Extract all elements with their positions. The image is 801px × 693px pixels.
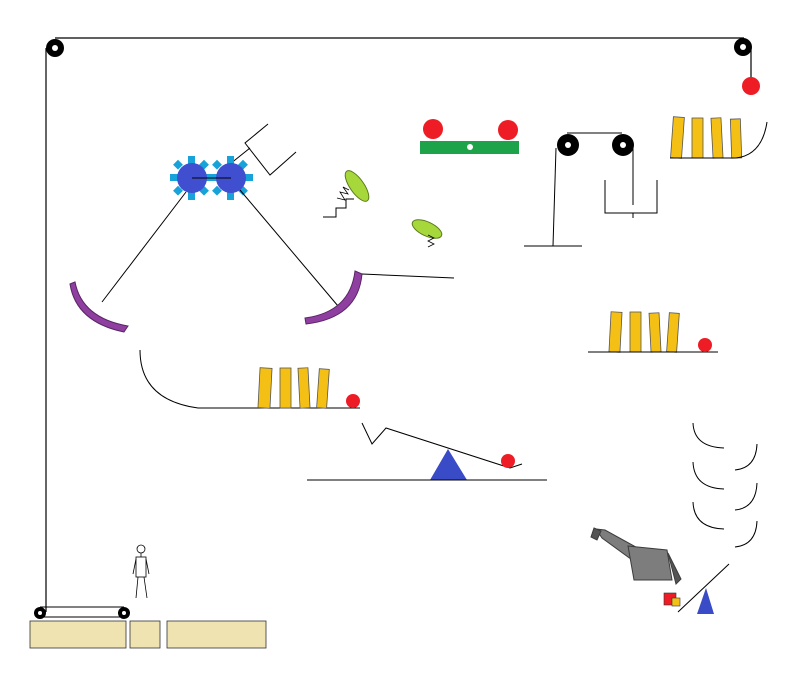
gear-belt (101, 177, 339, 307)
bumper-left[interactable] (69, 281, 129, 333)
ball-on-platform-right[interactable] (498, 120, 518, 140)
balloon-lower[interactable] (410, 216, 445, 248)
deflectors (692, 422, 758, 548)
balloon-upper[interactable] (336, 167, 373, 205)
pulley-pair-right[interactable] (612, 134, 634, 156)
cannon-ramp (677, 563, 730, 613)
ball-seesaw[interactable] (501, 454, 515, 468)
ball-on-platform-left[interactable] (423, 119, 443, 139)
domino-group-left[interactable] (257, 367, 330, 409)
ground-block-1 (29, 620, 127, 649)
pulley-pair[interactable] (524, 132, 658, 247)
cannon[interactable] (590, 527, 682, 585)
ball-hanging-top-right[interactable] (742, 77, 760, 95)
ground-block-2 (129, 620, 161, 649)
ground-block-3 (166, 620, 267, 649)
ball-shelf-middle-right[interactable] (698, 338, 712, 352)
bumper-right[interactable] (304, 270, 363, 325)
ramp-right-of-bumper (361, 273, 455, 279)
small-block[interactable] (663, 592, 681, 607)
pulley-bottom-right[interactable] (118, 607, 130, 619)
top-rope (45, 37, 752, 612)
pulley-bottom-left[interactable] (34, 607, 46, 619)
ramp-curve-left (139, 349, 360, 409)
ground-blocks (29, 620, 267, 649)
cannon-wedge (697, 588, 714, 614)
seesaw-fulcrum (430, 449, 467, 480)
domino-group-top[interactable] (670, 116, 743, 159)
step-ledge (323, 198, 354, 218)
conveyor-belt[interactable] (40, 606, 124, 618)
pulley-top-left[interactable] (46, 39, 64, 57)
seesaw-platform[interactable] (420, 141, 519, 154)
pulley-pair-left[interactable] (557, 134, 579, 156)
ramp-top-right (670, 121, 768, 159)
domino-group-middle[interactable] (608, 311, 680, 353)
person[interactable] (132, 544, 150, 599)
ball-shelf-left[interactable] (346, 394, 360, 408)
pulley-top-right[interactable] (734, 38, 752, 56)
seesaw-plank[interactable] (361, 422, 523, 469)
